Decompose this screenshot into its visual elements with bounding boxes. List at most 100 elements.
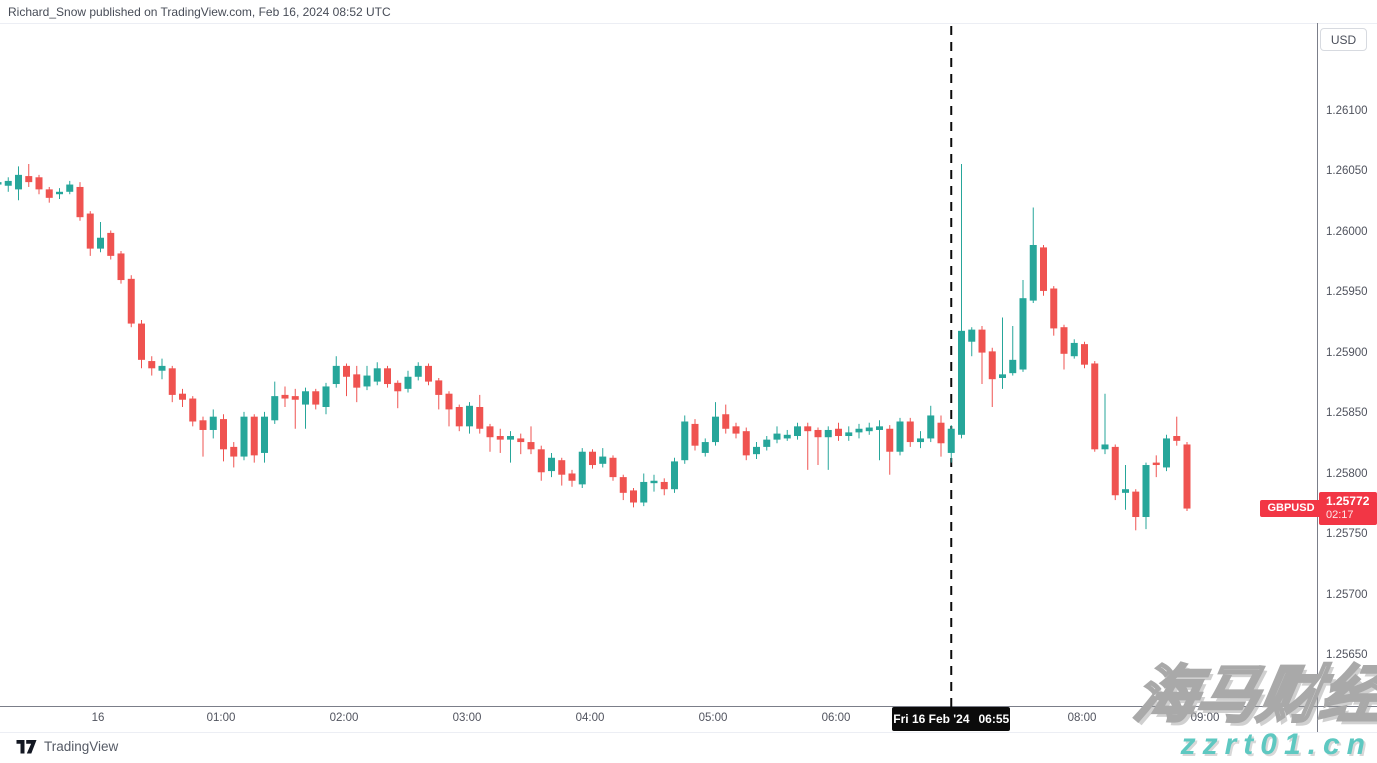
candle-body xyxy=(4,180,12,186)
candle-body xyxy=(619,477,627,493)
time-axis[interactable]: 16 01:00 02:00 03:00 04:00 05:00 06:00 08:00 09:… xyxy=(0,707,1317,732)
candle-body xyxy=(988,351,996,380)
time-tick-label: 09:00 xyxy=(1190,712,1220,724)
event-date: Fri 16 Feb '24 xyxy=(893,712,970,726)
top-separator xyxy=(0,23,1377,24)
candle-body xyxy=(1081,344,1088,365)
candle-body xyxy=(496,436,504,440)
candle-body xyxy=(322,386,330,407)
candle-body xyxy=(722,414,730,429)
time-tick-label: 01:00 xyxy=(206,712,236,724)
candle-body xyxy=(414,365,422,377)
candle-body xyxy=(701,442,709,453)
candle-body xyxy=(1070,342,1078,357)
candle-body xyxy=(937,422,945,444)
candle-body xyxy=(1050,288,1058,329)
candle-body xyxy=(404,376,412,389)
price-tick-label: 1.25950 xyxy=(1326,286,1368,299)
candle-body xyxy=(486,426,494,438)
candle-body xyxy=(107,232,115,256)
candle-body xyxy=(589,451,596,466)
last-price-value: 1.25772 xyxy=(1326,493,1370,508)
time-tick-label: 04:00 xyxy=(575,712,605,724)
last-price-label: 1.25772 02:17 xyxy=(1319,491,1377,525)
candle-body xyxy=(97,237,104,249)
time-tick-label: 16 xyxy=(91,712,105,724)
candle-body xyxy=(548,457,555,472)
candle-body xyxy=(773,433,781,440)
candle-body xyxy=(660,481,668,490)
candle-body xyxy=(1060,327,1068,354)
tradingview-logo-text: TradingView xyxy=(44,739,119,754)
candle-body xyxy=(681,421,689,461)
candle-body xyxy=(76,186,84,218)
candle-body xyxy=(517,438,525,443)
candle-body xyxy=(45,189,53,198)
bottom-separator xyxy=(0,732,1377,733)
candle-body xyxy=(1132,491,1140,518)
candle-body xyxy=(845,432,853,437)
candle-body xyxy=(230,446,238,457)
candle-body xyxy=(865,427,873,432)
price-tick-label: 1.26050 xyxy=(1326,165,1368,178)
candle-body xyxy=(127,278,135,324)
candle-body xyxy=(343,365,350,377)
candle-body xyxy=(15,174,22,190)
candle-body xyxy=(373,368,381,382)
currency-toggle-button[interactable]: USD xyxy=(1320,28,1367,51)
candle-body xyxy=(1019,298,1027,370)
candle-body xyxy=(35,177,43,190)
candle-body xyxy=(189,398,197,422)
tradingview-logo[interactable]: TradingView xyxy=(16,739,118,754)
candle-body xyxy=(168,368,176,395)
candle-body xyxy=(917,438,924,443)
time-tick-label: 08:00 xyxy=(1067,712,1097,724)
candle-body xyxy=(886,428,894,452)
candle-body xyxy=(968,329,976,342)
candle-countdown: 02:17 xyxy=(1326,508,1354,521)
candle-body xyxy=(1142,465,1150,518)
price-tick-label: 1.25850 xyxy=(1326,407,1368,420)
candle-body xyxy=(148,361,156,369)
candle-body xyxy=(220,419,227,450)
candle-body xyxy=(691,423,699,446)
candle-body xyxy=(599,456,607,464)
candle-body xyxy=(568,473,576,481)
tradingview-logo-icon xyxy=(16,739,37,753)
price-tick-label: 1.25800 xyxy=(1326,467,1368,480)
candle-body xyxy=(1029,244,1037,301)
candle-body xyxy=(1111,446,1119,496)
candle-body xyxy=(250,416,258,456)
candle-body xyxy=(476,406,484,429)
candle-body xyxy=(999,374,1006,378)
candle-body xyxy=(978,329,986,353)
candle-body xyxy=(855,428,863,433)
candle-body xyxy=(425,365,432,382)
candle-body xyxy=(25,176,33,183)
candle-body xyxy=(835,428,842,437)
candle-body xyxy=(138,323,145,360)
candle-body xyxy=(671,461,678,490)
event-time: 06:55 xyxy=(978,712,1010,726)
candle-body xyxy=(527,442,535,450)
price-axis[interactable]: 1.26100 1.26050 1.26000 1.25950 1.25900 1.258… xyxy=(1318,25,1377,732)
candle-body xyxy=(906,421,914,443)
candle-body xyxy=(958,330,965,435)
candle-body xyxy=(1101,444,1109,450)
candle-body xyxy=(824,429,832,438)
candle-body xyxy=(630,490,637,503)
candle-body xyxy=(445,393,453,410)
candle-body xyxy=(1091,363,1099,450)
candle-body xyxy=(56,191,63,195)
candle-body xyxy=(86,213,94,249)
candle-body xyxy=(896,421,904,452)
candle-body xyxy=(353,374,361,388)
candle-body xyxy=(1152,462,1160,466)
candle-body xyxy=(302,391,309,405)
candle-body xyxy=(1122,489,1129,493)
candle-body xyxy=(783,434,791,439)
candle-body xyxy=(0,182,2,185)
candle-body xyxy=(1040,247,1047,291)
candle-body xyxy=(1173,436,1181,441)
